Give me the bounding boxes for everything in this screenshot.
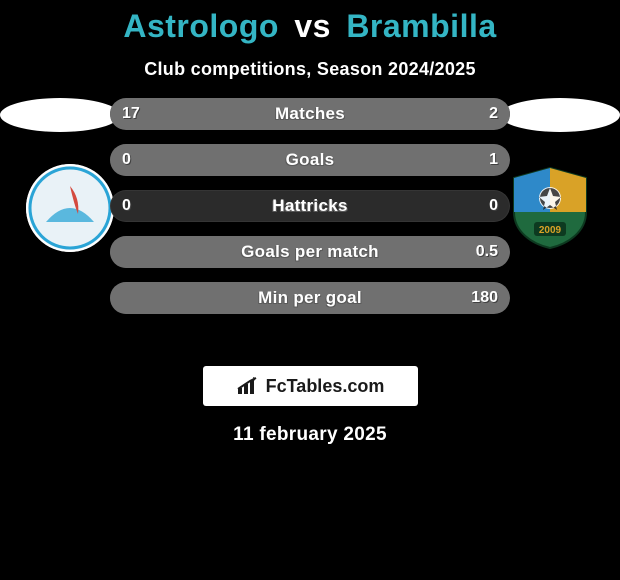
stat-bar-label: Hattricks — [110, 190, 510, 222]
stat-bar-label: Goals per match — [110, 236, 510, 268]
stat-bar: Min per goal180 — [110, 282, 510, 314]
stat-bar-value-left: 0 — [122, 144, 131, 176]
title-player2: Brambilla — [346, 8, 496, 44]
stat-bar-label: Matches — [110, 98, 510, 130]
stat-bar-value-right: 0.5 — [476, 236, 498, 268]
title-player1: Astrologo — [123, 8, 279, 44]
stat-bars: Matches172Goals01Hattricks00Goals per ma… — [110, 98, 510, 314]
brand-text: FcTables.com — [266, 376, 385, 397]
stat-bar-value-left: 0 — [122, 190, 131, 222]
stat-bar: Goals per match0.5 — [110, 236, 510, 268]
stat-bar-value-right: 2 — [489, 98, 498, 130]
stat-bar-value-right: 1 — [489, 144, 498, 176]
bar-chart-icon — [236, 376, 260, 396]
player2-ellipse — [500, 98, 620, 132]
team-crest-right: 2009 — [506, 164, 594, 252]
stat-bar-value-left: 17 — [122, 98, 140, 130]
title-vs: vs — [294, 8, 331, 44]
team-crest-left — [26, 164, 114, 252]
stat-bar-value-right: 180 — [471, 282, 498, 314]
crest-left-icon — [26, 164, 114, 252]
page-title: Astrologo vs Brambilla — [0, 0, 620, 45]
crest-right-icon: 2009 — [506, 164, 594, 252]
stat-bar: Hattricks0 0 — [110, 190, 510, 222]
brand-badge[interactable]: FcTables.com — [203, 366, 418, 406]
subtitle: Club competitions, Season 2024/2025 — [0, 59, 620, 80]
stat-bar-label: Min per goal — [110, 282, 510, 314]
stat-bar-value-right: 0 — [489, 190, 498, 222]
date-label: 11 february 2025 — [0, 424, 620, 446]
stat-bar-label: Goals — [110, 144, 510, 176]
stat-bar: Goals0 1 — [110, 144, 510, 176]
player1-ellipse — [0, 98, 120, 132]
stat-bar: Matches17 2 — [110, 98, 510, 130]
comparison-card: Astrologo vs Brambilla Club competitions… — [0, 0, 620, 580]
comparison-body: 2009 Matches172Goals01Hattricks00Goals p… — [0, 98, 620, 348]
svg-text:2009: 2009 — [539, 225, 562, 236]
